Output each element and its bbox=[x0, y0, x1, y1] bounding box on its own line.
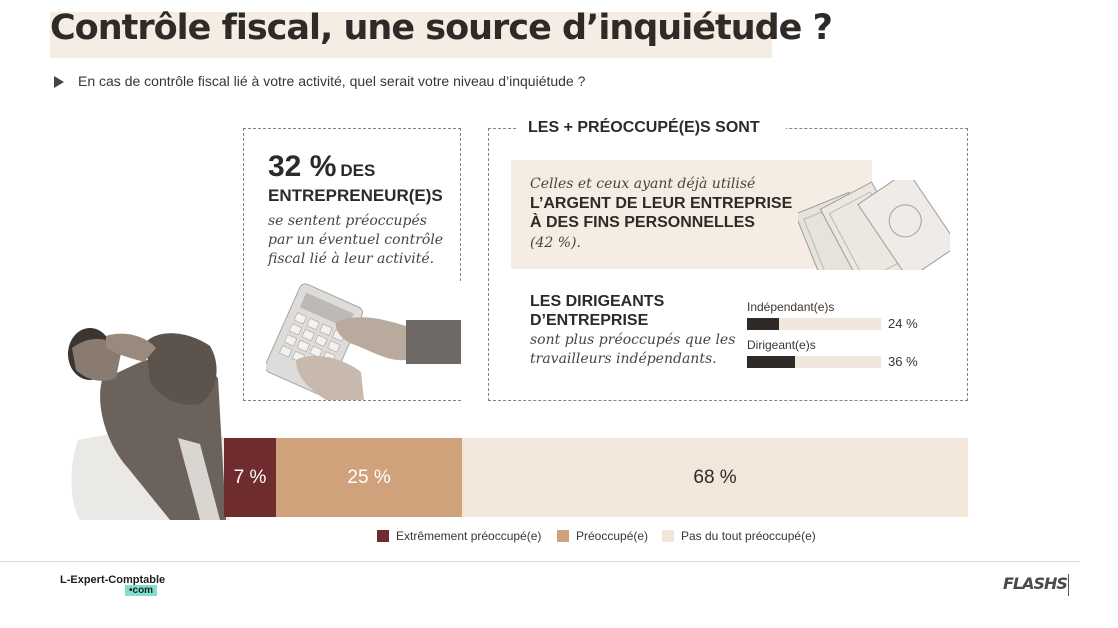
insight-header: LES + PRÉOCCUPÉ(E)S SONT bbox=[528, 119, 760, 136]
page-title: Contrôle fiscal, une source d’inquiétude… bbox=[50, 8, 833, 48]
mini-bar-value: 36 % bbox=[888, 354, 918, 369]
dirigeants-desc-line-1: sont plus préoccupés que les bbox=[530, 332, 736, 348]
legend-label: Préoccupé(e) bbox=[576, 529, 649, 543]
money-line-1: L’ARGENT DE LEUR ENTREPRISE bbox=[530, 195, 793, 212]
stacked-bar-segment: 25 % bbox=[276, 438, 463, 517]
stat-box bbox=[243, 128, 461, 401]
calculator-photo bbox=[266, 282, 461, 400]
legend-item: Pas du tout préoccupé(e) bbox=[662, 529, 816, 543]
stat-value: 32 % bbox=[268, 150, 337, 183]
stat-entrepreneurs: ENTREPRENEUR(E)S bbox=[268, 186, 443, 205]
money-highlight: L’ARGENT DE LEUR ENTREPRISE À DES FINS P… bbox=[530, 194, 792, 232]
legend-swatch bbox=[557, 530, 569, 542]
mini-bar-label: Indépendant(e)s bbox=[747, 300, 835, 314]
mini-bar-value: 24 % bbox=[888, 316, 918, 331]
stat-headline: 32 % DES bbox=[268, 150, 375, 184]
legend-label: Pas du tout préoccupé(e) bbox=[681, 529, 816, 543]
legend-swatch bbox=[662, 530, 674, 542]
flashs-logo-bar bbox=[1068, 574, 1069, 596]
title-highlight bbox=[50, 12, 772, 58]
page-subtitle: En cas de contrôle fiscal lié à votre ac… bbox=[78, 73, 586, 89]
stacked-bar-segment: 68 % bbox=[462, 438, 968, 517]
header-mask bbox=[518, 118, 786, 138]
dirigeants-title-line-2: D’ENTREPRISE bbox=[530, 312, 649, 329]
legend-item: Préoccupé(e) bbox=[557, 529, 648, 543]
expert-comptable-logo[interactable]: L-Expert-Comptable bbox=[60, 574, 166, 586]
mini-bar-track bbox=[747, 318, 881, 330]
worried-person-photo bbox=[68, 328, 230, 520]
stat-des: DES bbox=[340, 161, 376, 180]
banknotes-photo bbox=[798, 180, 950, 270]
dirigeants-title-line-1: LES DIRIGEANTS bbox=[530, 293, 665, 310]
mini-bar-fill bbox=[747, 318, 780, 330]
dirigeants-description: sont plus préoccupés que les travailleur… bbox=[530, 331, 735, 369]
mini-bar-track bbox=[747, 356, 881, 368]
stacked-bar-segment: 7 % bbox=[224, 438, 277, 517]
stat-description: se sentent préoccupés par un éventuel co… bbox=[268, 213, 444, 267]
money-percentage: (42 %). bbox=[530, 235, 581, 251]
stacked-bar-label: 7 % bbox=[233, 466, 267, 488]
play-arrow-icon bbox=[54, 76, 64, 88]
stacked-bar-label: 68 % bbox=[693, 466, 737, 488]
dirigeants-title: LES DIRIGEANTS D’ENTREPRISE bbox=[530, 292, 664, 330]
money-line-2: À DES FINS PERSONNELLES bbox=[530, 214, 755, 231]
expert-comptable-logo-suffix: •com bbox=[125, 585, 158, 596]
money-intro: Celles et ceux ayant déjà utilisé bbox=[530, 176, 756, 192]
concern-stacked-bar: 7 % 25 % 68 % bbox=[224, 438, 968, 517]
legend-label: Extrêmement préoccupé(e) bbox=[396, 529, 542, 543]
mini-bar-fill bbox=[747, 356, 796, 368]
mini-bar-label: Dirigeant(e)s bbox=[747, 338, 816, 352]
flashs-logo: FLASHS bbox=[1003, 574, 1068, 593]
legend-item: Extrêmement préoccupé(e) bbox=[377, 529, 541, 543]
legend-swatch bbox=[377, 530, 389, 542]
dirigeants-desc-line-2: travailleurs indépendants. bbox=[530, 351, 717, 367]
stacked-bar-label: 25 % bbox=[347, 466, 391, 488]
footer-divider bbox=[0, 561, 1080, 562]
